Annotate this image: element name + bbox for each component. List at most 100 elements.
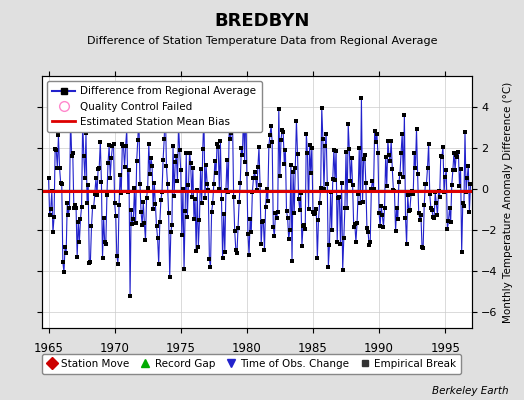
Point (329, 176, 337, 182)
Point (454, 149, 463, 155)
Point (463, 174, 472, 181)
Point (101, 239, 109, 245)
Point (372, 138, 380, 145)
Point (149, 206, 157, 212)
Point (428, 207, 436, 213)
Point (178, 232, 186, 239)
Point (90, 204, 98, 210)
Point (309, 209, 317, 215)
Point (353, 220, 361, 226)
Point (268, 139, 276, 145)
Text: Berkeley Earth: Berkeley Earth (432, 386, 508, 396)
Point (443, 226, 452, 232)
Point (243, 171, 251, 177)
Point (113, 252, 121, 259)
Point (256, 182, 264, 188)
Point (418, 244, 426, 250)
Point (394, 216, 402, 223)
Point (93, 192, 101, 198)
Point (73, 254, 81, 260)
Point (466, 181, 475, 188)
Point (391, 228, 400, 234)
Point (254, 164, 262, 170)
Point (126, 293, 134, 299)
Point (209, 200, 217, 206)
Point (296, 206, 304, 213)
Point (434, 188, 443, 194)
Point (52, 147, 60, 153)
Point (444, 218, 453, 224)
Point (193, 187, 201, 194)
Point (330, 146, 338, 153)
Point (361, 151, 369, 158)
Point (339, 266, 347, 273)
Point (210, 181, 218, 187)
Point (215, 186, 224, 192)
Point (340, 235, 348, 241)
Point (45, 174, 53, 181)
Point (138, 221, 146, 228)
Point (451, 167, 459, 174)
Point (158, 188, 166, 195)
Point (62, 250, 70, 256)
Point (379, 224, 388, 230)
Point (359, 156, 368, 162)
Point (231, 228, 239, 234)
Point (237, 145, 246, 152)
Point (189, 165, 197, 172)
Point (245, 252, 253, 258)
Point (286, 226, 294, 233)
Point (89, 203, 97, 210)
Point (305, 142, 314, 148)
Point (368, 178, 377, 184)
Point (304, 206, 313, 212)
Point (127, 207, 135, 213)
Point (396, 170, 404, 177)
Point (132, 220, 140, 226)
Point (402, 240, 411, 247)
Point (58, 181, 66, 188)
Point (318, 105, 326, 112)
Point (48, 188, 56, 194)
Point (130, 185, 139, 192)
Point (50, 214, 58, 221)
Point (408, 188, 416, 194)
Point (276, 172, 284, 179)
Point (148, 162, 156, 169)
Point (162, 162, 171, 169)
Text: 1990: 1990 (364, 342, 394, 355)
Point (220, 211, 228, 218)
Point (77, 216, 85, 222)
Legend: Station Move, Record Gap, Time of Obs. Change, Empirical Break: Station Move, Record Gap, Time of Obs. C… (41, 354, 462, 374)
Point (102, 241, 110, 248)
Point (198, 200, 206, 206)
Point (61, 244, 69, 250)
Point (136, 181, 144, 187)
Point (118, 140, 126, 147)
Point (185, 149, 194, 156)
Point (447, 182, 456, 188)
Point (115, 201, 123, 208)
Point (334, 194, 343, 201)
Text: Difference of Station Temperature Data from Regional Average: Difference of Station Temperature Data f… (87, 36, 437, 46)
Point (190, 216, 198, 222)
Point (406, 206, 414, 213)
Point (271, 209, 280, 216)
Point (440, 189, 448, 196)
Point (194, 244, 203, 250)
Point (223, 157, 231, 163)
Point (211, 158, 219, 164)
Point (283, 214, 292, 221)
Point (259, 218, 268, 225)
Point (279, 129, 287, 136)
Point (212, 170, 220, 176)
Point (152, 223, 161, 229)
Point (252, 174, 260, 181)
Point (348, 182, 357, 189)
Point (117, 190, 125, 196)
Point (269, 224, 278, 231)
Point (246, 216, 254, 222)
Point (411, 164, 420, 171)
Text: 1980: 1980 (232, 342, 261, 355)
Point (85, 260, 93, 267)
